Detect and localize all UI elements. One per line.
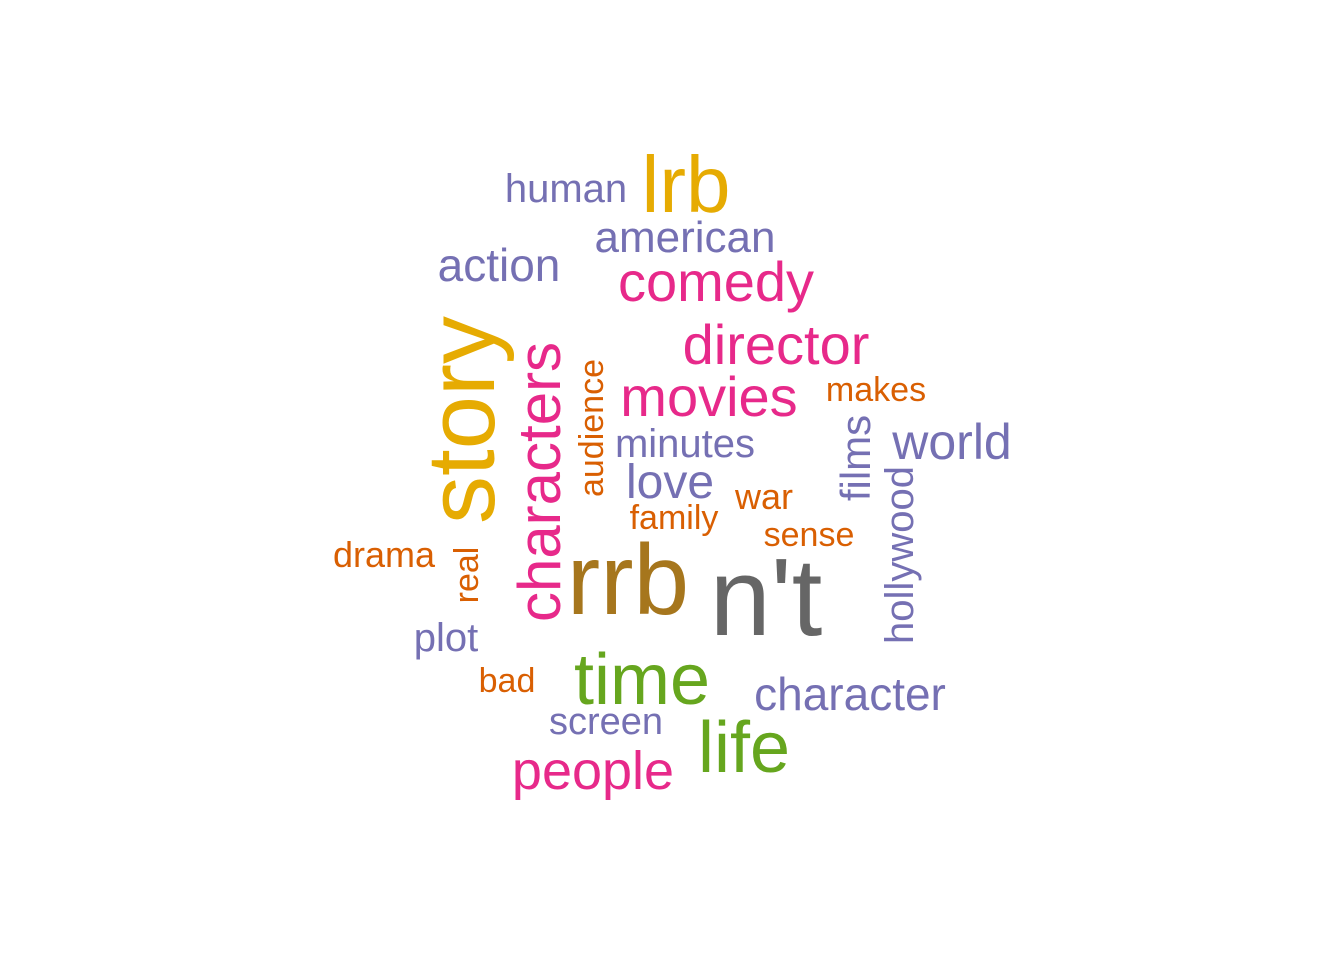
- word-time: time: [573, 640, 711, 720]
- word-screen: screen: [548, 701, 664, 743]
- word-family: family: [629, 499, 719, 537]
- word-bad: bad: [478, 662, 536, 700]
- word-life: life: [697, 708, 791, 788]
- word-sense: sense: [763, 516, 855, 554]
- word-story: story: [408, 315, 515, 525]
- word-lrb: lrb: [641, 140, 731, 229]
- word-character: character: [754, 668, 946, 720]
- word-real: real: [448, 546, 486, 604]
- word-minutes: minutes: [614, 422, 756, 466]
- word-people: people: [511, 741, 675, 801]
- word-n-t: n't: [709, 536, 823, 659]
- word-films: films: [832, 414, 879, 502]
- word-makes: makes: [825, 371, 927, 409]
- word-comedy: comedy: [617, 250, 815, 313]
- word-hollywood: hollywood: [878, 466, 922, 644]
- word-characters: characters: [506, 341, 573, 623]
- word-american: american: [594, 213, 776, 262]
- word-action: action: [437, 239, 561, 291]
- word-love: love: [625, 456, 715, 509]
- word-human: human: [504, 167, 628, 211]
- word-director: director: [682, 313, 870, 376]
- word-movies: movies: [620, 365, 798, 428]
- word-rrb: rrb: [566, 524, 690, 636]
- word-drama: drama: [332, 534, 436, 575]
- word-plot: plot: [413, 616, 479, 660]
- word-audience: audience: [573, 358, 611, 498]
- word-war: war: [734, 476, 794, 517]
- word-world: world: [892, 414, 1012, 470]
